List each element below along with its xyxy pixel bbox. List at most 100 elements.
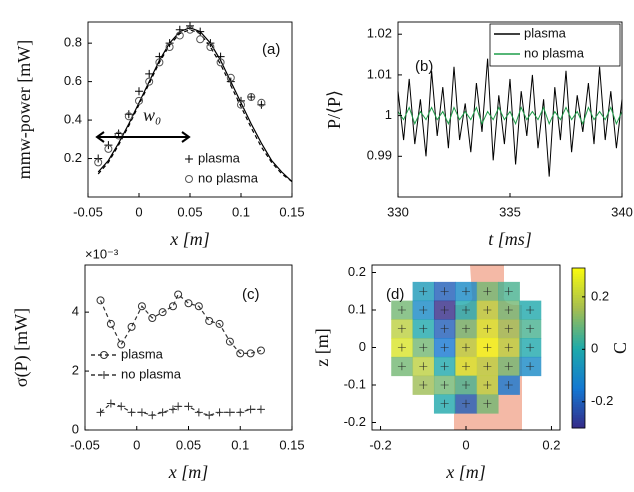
probe-point [504, 343, 513, 352]
colorbar-frame [571, 267, 586, 429]
probe-point [504, 324, 513, 333]
legend-label: plasma [121, 346, 164, 361]
legend-label: plasma [198, 150, 241, 165]
probe-point [440, 287, 449, 296]
colorbar-step [572, 308, 585, 312]
colorbar-step [572, 372, 585, 376]
marker [96, 296, 105, 305]
marker [247, 93, 256, 101]
colorbar-tick-label: 0 [591, 341, 598, 356]
colorbar-step [572, 393, 585, 397]
colorbar-step [572, 377, 585, 381]
colorbar-step [572, 401, 585, 405]
colorbar-step [572, 342, 585, 346]
panel-label: (c) [242, 286, 260, 303]
colorbar-step [572, 300, 585, 304]
probe-point [440, 343, 449, 352]
marker [174, 290, 183, 299]
colorbar-step [572, 321, 585, 325]
probe-point [419, 381, 428, 389]
probe-point [419, 343, 428, 352]
marker [175, 31, 184, 40]
marker [145, 77, 154, 86]
colorbar-step [572, 329, 585, 333]
probe-point [526, 306, 535, 314]
x-tick-label: -0.2 [369, 437, 391, 452]
marker [256, 346, 265, 355]
y-axis-label: mmw-power [mW] [14, 40, 34, 179]
colorbar-step [572, 417, 585, 421]
y-tick-label: 0.6 [64, 73, 82, 88]
colorbar-step [572, 422, 585, 426]
y-axis-label: z [m] [312, 328, 332, 366]
x-tick-label: 0 [133, 437, 140, 452]
probe-point [419, 306, 428, 314]
marker [127, 408, 136, 417]
annotation-arrow [95, 131, 191, 143]
colorbar-step [572, 318, 585, 322]
x-axis-label: t [ms] [488, 229, 532, 249]
marker [196, 35, 205, 44]
marker [174, 402, 183, 411]
y-axis-label: P/⟨P⟩ [324, 90, 344, 129]
colorbar-step [572, 284, 585, 288]
colorbar-step [572, 310, 585, 314]
x-tick-label: 0.1 [232, 204, 250, 219]
y-tick-label: 1 [385, 107, 392, 122]
marker [215, 408, 224, 417]
x-tick-label: 0.2 [542, 437, 560, 452]
colorbar-step [572, 358, 585, 362]
colorbar-step [572, 388, 585, 392]
marker [137, 408, 146, 417]
colorbar-step [572, 316, 585, 320]
x-tick-label: 330 [387, 204, 409, 219]
probe-point [462, 306, 470, 314]
probe-point [440, 362, 449, 371]
marker [135, 96, 144, 105]
colorbar-step [572, 268, 585, 272]
colorbar-step [572, 356, 585, 360]
x-tick-label: 0 [462, 437, 469, 452]
marker [225, 408, 234, 417]
marker [186, 25, 195, 34]
marker [247, 93, 256, 101]
x-tick-label: 0.15 [279, 204, 304, 219]
series-line [397, 58, 623, 177]
marker [236, 349, 245, 358]
colorbar-step [572, 366, 585, 370]
series-line [97, 27, 293, 183]
x-axis-label: x [m] [169, 229, 210, 249]
marker [205, 411, 214, 420]
colorbar-step [572, 396, 585, 400]
marker [226, 73, 235, 82]
probe-point [419, 324, 428, 333]
colorbar-tick-label: -0.2 [591, 393, 613, 408]
marker [145, 69, 154, 78]
marker [137, 302, 146, 311]
colorbar-step [572, 385, 585, 389]
colorbar-step [572, 294, 585, 298]
probe-point [483, 324, 492, 333]
y-tick-label: 0 [72, 421, 79, 436]
legend-label: no plasma [121, 366, 182, 381]
x-tick-label: -0.05 [73, 204, 103, 219]
marker [114, 131, 123, 140]
colorbar-step [572, 286, 585, 290]
colorbar-step [572, 324, 585, 328]
probe-point [483, 306, 492, 314]
probe-point [440, 324, 449, 333]
marker [158, 408, 167, 417]
colorbar-step [572, 292, 585, 296]
y-tick-label: 0.99 [367, 148, 392, 163]
y-tick-label: 0.4 [64, 112, 82, 127]
legend-marker [185, 175, 194, 183]
marker [184, 299, 193, 308]
probe-point [397, 343, 406, 352]
colorbar-step [572, 340, 585, 344]
marker [246, 405, 255, 414]
marker [135, 87, 143, 96]
y-tick-label: 1.01 [367, 66, 392, 81]
marker [236, 408, 245, 417]
colorbar-step [572, 305, 585, 309]
